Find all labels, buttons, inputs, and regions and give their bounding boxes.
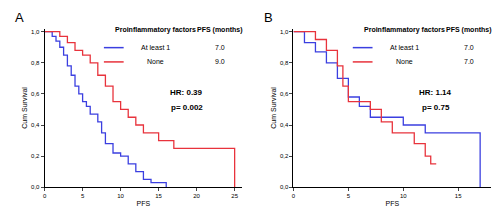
svg-text:Cum Survival: Cum Survival bbox=[21, 87, 28, 129]
svg-text:At least 1: At least 1 bbox=[141, 44, 170, 51]
svg-text:15: 15 bbox=[155, 193, 162, 199]
svg-text:9.0: 9.0 bbox=[215, 58, 225, 65]
svg-text:0,0: 0,0 bbox=[280, 184, 289, 190]
svg-text:A: A bbox=[15, 10, 24, 25]
svg-text:5: 5 bbox=[347, 193, 351, 199]
svg-text:PFS (months): PFS (months) bbox=[446, 26, 492, 34]
svg-text:0: 0 bbox=[43, 193, 47, 199]
svg-text:0,4: 0,4 bbox=[280, 122, 289, 128]
svg-text:1,0: 1,0 bbox=[31, 29, 40, 35]
svg-text:None: None bbox=[396, 58, 413, 65]
svg-text:0,0: 0,0 bbox=[31, 184, 40, 190]
svg-text:PFS: PFS bbox=[385, 200, 399, 207]
svg-text:0: 0 bbox=[292, 193, 296, 199]
svg-text:HR: 0.39: HR: 0.39 bbox=[170, 88, 203, 97]
svg-text:0,8: 0,8 bbox=[31, 60, 40, 66]
svg-text:25: 25 bbox=[231, 193, 238, 199]
svg-text:At least 1: At least 1 bbox=[390, 44, 419, 51]
svg-text:5: 5 bbox=[81, 193, 85, 199]
svg-text:0,6: 0,6 bbox=[31, 91, 40, 97]
svg-text:0,8: 0,8 bbox=[280, 60, 289, 66]
svg-text:PFS (months): PFS (months) bbox=[197, 26, 243, 34]
svg-text:0,2: 0,2 bbox=[31, 153, 40, 159]
svg-text:7.0: 7.0 bbox=[464, 58, 474, 65]
svg-text:Proinflammatory factors: Proinflammatory factors bbox=[115, 26, 196, 34]
svg-text:Cum Survival: Cum Survival bbox=[270, 87, 277, 129]
svg-text:B: B bbox=[264, 10, 273, 25]
svg-text:1,0: 1,0 bbox=[280, 29, 289, 35]
svg-text:7.0: 7.0 bbox=[464, 44, 474, 51]
svg-text:0,4: 0,4 bbox=[31, 122, 40, 128]
svg-text:10: 10 bbox=[117, 193, 124, 199]
svg-text:0,6: 0,6 bbox=[280, 91, 289, 97]
svg-text:p= 0.75: p= 0.75 bbox=[422, 103, 450, 112]
svg-text:Proinflammatory factors: Proinflammatory factors bbox=[364, 26, 445, 34]
svg-text:HR: 1.14: HR: 1.14 bbox=[419, 88, 452, 97]
svg-text:None: None bbox=[147, 58, 164, 65]
svg-text:15: 15 bbox=[455, 193, 462, 199]
svg-text:0,2: 0,2 bbox=[280, 153, 289, 159]
svg-text:20: 20 bbox=[193, 193, 200, 199]
svg-text:10: 10 bbox=[400, 193, 407, 199]
svg-text:PFS: PFS bbox=[137, 200, 151, 207]
svg-text:7.0: 7.0 bbox=[215, 44, 225, 51]
svg-text:p= 0.002: p= 0.002 bbox=[171, 103, 203, 112]
